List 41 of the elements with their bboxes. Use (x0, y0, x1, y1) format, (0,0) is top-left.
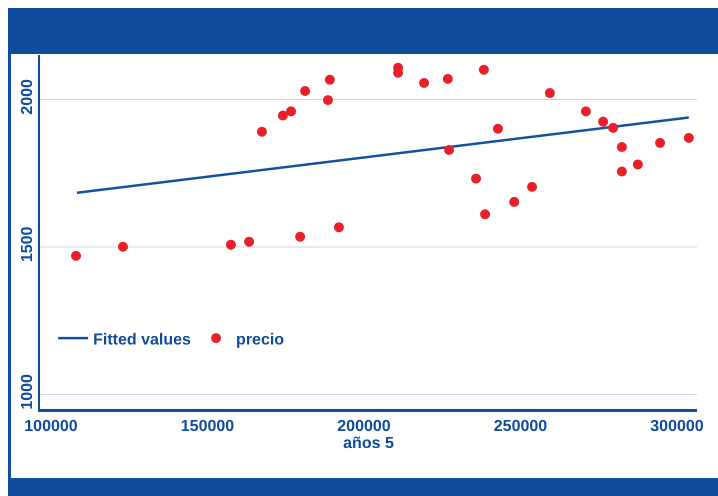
point (580, 106, 591, 116)
point (480, 209, 490, 220)
x-tick-label: 150000 (180, 418, 234, 436)
legend-label: Fitted values (93, 331, 192, 348)
point (300, 86, 310, 96)
point (278, 110, 288, 120)
point (655, 138, 666, 148)
x-tick-label: 200000 (337, 418, 391, 436)
point (226, 240, 236, 250)
point (442, 74, 453, 84)
point (419, 78, 430, 88)
point (632, 159, 643, 170)
point (444, 144, 454, 155)
y-tick-label: 1000 (18, 374, 36, 410)
point (544, 88, 555, 98)
point (471, 174, 482, 184)
point (684, 132, 694, 143)
point (118, 242, 128, 252)
point (616, 166, 627, 177)
point (598, 116, 608, 127)
point (324, 74, 335, 85)
x-tick-label: 100000 (24, 418, 78, 436)
point (334, 222, 344, 232)
point (616, 142, 627, 152)
point (509, 196, 520, 207)
x-axis-title: años 5 (343, 435, 394, 452)
point (295, 232, 306, 242)
point (286, 106, 296, 116)
x-tick-label: 250000 (494, 418, 548, 436)
point (527, 182, 538, 192)
point (322, 95, 333, 106)
point (71, 250, 81, 261)
legend-label: precio (236, 331, 284, 348)
point (478, 64, 489, 75)
point (608, 122, 618, 133)
y-tick-label: 2000 (18, 78, 36, 115)
point (256, 126, 267, 137)
x-tick-label: 300000 (650, 418, 704, 436)
y-tick-label: 1500 (18, 226, 36, 262)
point (492, 124, 503, 134)
point (244, 236, 254, 247)
